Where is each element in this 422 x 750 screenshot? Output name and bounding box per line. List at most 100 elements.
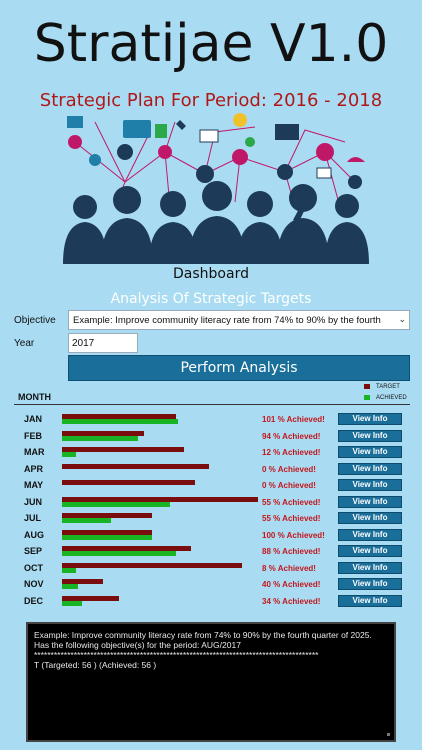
console-line-1: Example: Improve community literacy rate… bbox=[34, 630, 372, 650]
target-bar bbox=[62, 529, 153, 535]
view-info-button[interactable]: View Info bbox=[338, 495, 402, 508]
achieved-bar bbox=[62, 584, 78, 589]
view-info-button[interactable]: View Info bbox=[338, 429, 402, 442]
month-row: FEB 94 % Achieved! View Info bbox=[0, 429, 422, 445]
achieved-percent: 0 % Achieved! bbox=[262, 481, 316, 490]
month-row: MAR 12 % Achieved! View Info bbox=[0, 445, 422, 461]
month-label: MAY bbox=[24, 480, 44, 490]
analysis-title: Analysis Of Strategic Targets bbox=[110, 291, 312, 307]
cloud-icon bbox=[347, 157, 365, 162]
console-line-2: T (Targeted: 56 ) (Achieved: 56 ) bbox=[34, 660, 157, 670]
achieved-bar bbox=[62, 600, 82, 606]
mail-icon bbox=[199, 129, 219, 143]
bar-group bbox=[62, 544, 258, 560]
legend-target: TARGET bbox=[364, 384, 400, 390]
legend-swatch-target bbox=[364, 384, 370, 389]
perform-analysis-button[interactable]: Perform Analysis bbox=[68, 355, 410, 381]
achieved-percent: 100 % Achieved! bbox=[262, 530, 325, 540]
target-bar bbox=[62, 414, 176, 419]
month-label: JUL bbox=[24, 513, 42, 523]
target-bar bbox=[62, 430, 145, 436]
bar-group bbox=[62, 594, 258, 610]
month-label: SEP bbox=[24, 546, 43, 556]
month-label: FEB bbox=[24, 430, 42, 441]
achieved-bar bbox=[62, 567, 76, 573]
achieved-percent: 12 % Achieved! bbox=[262, 448, 321, 457]
month-row: JAN 101 % Achieved! View Info bbox=[0, 412, 422, 428]
legend-swatch-achieved bbox=[364, 395, 370, 400]
year-label: Year bbox=[14, 338, 35, 349]
month-row: SEP 88 % Achieved! View Info bbox=[0, 544, 422, 560]
envelope-icon bbox=[316, 167, 332, 179]
bar-group bbox=[62, 577, 258, 593]
target-bar bbox=[62, 480, 196, 485]
month-label: DEC bbox=[24, 595, 44, 606]
achieved-bar bbox=[62, 534, 153, 540]
achieved-bar bbox=[62, 551, 176, 556]
document-icon bbox=[155, 124, 167, 138]
month-row: APR 0 % Achieved! View Info bbox=[0, 462, 422, 478]
achieved-percent: 88 % Achieved! bbox=[262, 547, 321, 556]
objective-value: Example: Improve community literacy rate… bbox=[73, 315, 381, 326]
objective-label: Objective bbox=[14, 315, 56, 326]
output-console[interactable]: Example: Improve community literacy rate… bbox=[26, 622, 396, 742]
achieved-percent: 55 % Achieved! bbox=[262, 497, 321, 507]
bar-group bbox=[62, 561, 258, 577]
header-divider bbox=[14, 404, 410, 405]
bar-group bbox=[62, 445, 258, 461]
achieved-bar bbox=[62, 452, 76, 457]
target-bar bbox=[62, 513, 153, 518]
bar-group bbox=[62, 478, 258, 494]
view-info-button[interactable]: View Info bbox=[338, 545, 402, 557]
month-row: AUG 100 % Achieved! View Info bbox=[0, 528, 422, 544]
month-label: MAR bbox=[24, 447, 45, 457]
achieved-percent: 55 % Achieved! bbox=[262, 514, 321, 523]
target-bar bbox=[62, 595, 119, 601]
bar-group bbox=[62, 462, 258, 478]
bar-group bbox=[62, 495, 258, 511]
bar-group bbox=[62, 511, 258, 527]
resize-grip-icon[interactable] bbox=[387, 733, 390, 736]
view-info-button[interactable]: View Info bbox=[338, 594, 402, 607]
view-info-button[interactable]: View Info bbox=[338, 578, 402, 590]
team-illustration bbox=[63, 113, 369, 264]
app-title: Stratijae V1.0 bbox=[33, 14, 389, 74]
achieved-bar bbox=[62, 501, 170, 507]
month-row: DEC 34 % Achieved! View Info bbox=[0, 594, 422, 610]
bar-group bbox=[62, 528, 258, 544]
chevron-down-icon[interactable]: ⌄ bbox=[398, 314, 406, 325]
achieved-percent: 8 % Achieved! bbox=[262, 563, 316, 573]
month-label: APR bbox=[24, 463, 44, 474]
view-info-button[interactable]: View Info bbox=[338, 561, 402, 574]
view-info-button[interactable]: View Info bbox=[338, 479, 402, 491]
month-row: MAY 0 % Achieved! View Info bbox=[0, 478, 422, 494]
month-row: NOV 40 % Achieved! View Info bbox=[0, 577, 422, 593]
bulb-icon bbox=[233, 113, 247, 127]
view-info-button[interactable]: View Info bbox=[338, 446, 402, 458]
browser-icon bbox=[123, 120, 151, 138]
target-bar bbox=[62, 496, 258, 502]
month-label: NOV bbox=[24, 579, 44, 589]
achieved-percent: 34 % Achieved! bbox=[262, 596, 321, 606]
target-bar bbox=[62, 546, 192, 551]
view-info-button[interactable]: View Info bbox=[338, 512, 402, 524]
target-bar bbox=[62, 562, 243, 568]
year-input[interactable]: 2017 bbox=[68, 333, 138, 353]
achieved-bar bbox=[62, 518, 111, 523]
bar-group bbox=[62, 412, 258, 428]
achieved-bar bbox=[62, 435, 139, 441]
console-separator: ****************************************… bbox=[34, 650, 319, 660]
view-info-button[interactable]: View Info bbox=[338, 413, 402, 425]
laptop-icon bbox=[275, 124, 299, 140]
target-bar bbox=[62, 447, 184, 452]
month-label: JAN bbox=[24, 414, 43, 424]
view-info-button[interactable]: View Info bbox=[338, 462, 402, 475]
achieved-bar bbox=[62, 419, 178, 424]
objective-select[interactable]: Example: Improve community literacy rate… bbox=[68, 310, 410, 330]
chart-icon bbox=[67, 116, 83, 128]
month-label: OCT bbox=[24, 562, 43, 573]
bar-group bbox=[62, 429, 258, 445]
achieved-percent: 40 % Achieved! bbox=[262, 580, 321, 589]
phone-icon bbox=[176, 120, 186, 130]
view-info-button[interactable]: View Info bbox=[338, 528, 402, 541]
